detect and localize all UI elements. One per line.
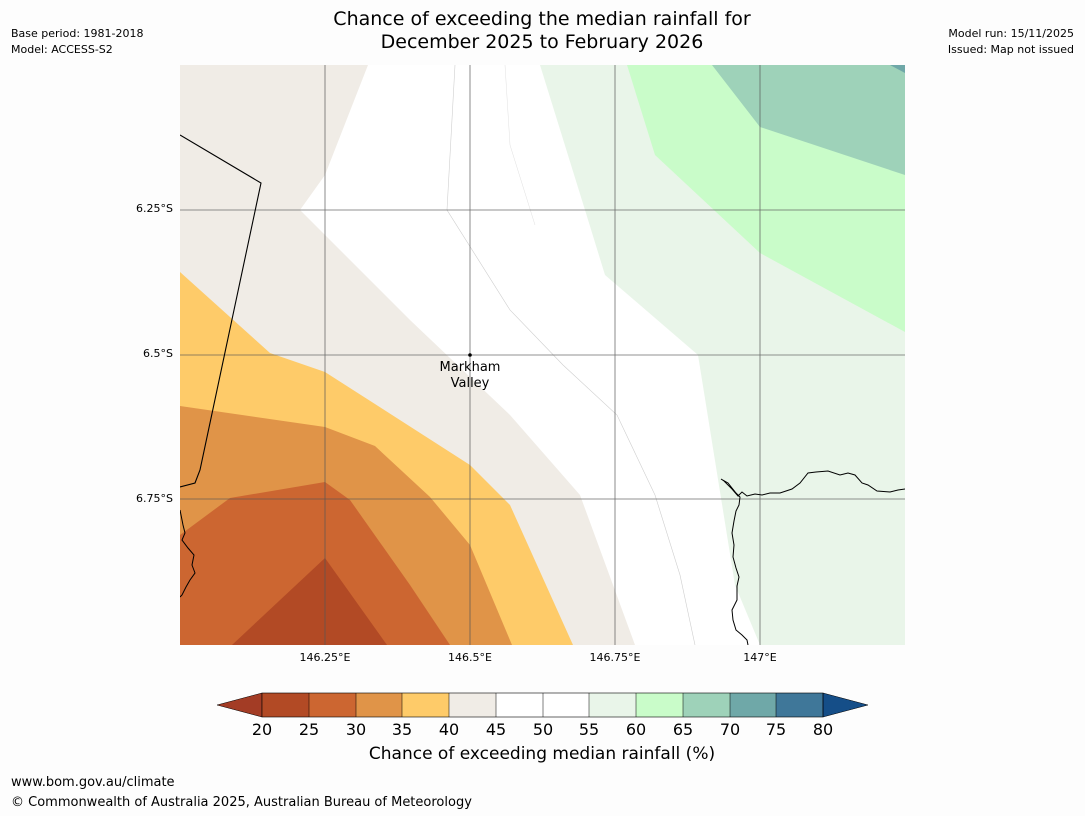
place-name-line-1: Markham <box>439 360 501 375</box>
contour-line <box>504 65 536 226</box>
colorbar-seg-50-55 <box>543 693 589 717</box>
place-name-line-2: Valley <box>450 376 490 391</box>
meta-right: Model run: 15/11/2025 Issued: Map not is… <box>948 26 1074 58</box>
colorbar-tick-35: 35 <box>391 720 413 739</box>
colorbar-tick-60: 60 <box>625 720 647 739</box>
zone-25-30 <box>180 482 450 645</box>
model-name: Model: ACCESS-S2 <box>11 43 113 56</box>
colorbar-tick-75: 75 <box>765 720 787 739</box>
colorbar-tick-80: 80 <box>812 720 834 739</box>
colorbar-seg-40-45 <box>449 693 496 717</box>
meta-left: Base period: 1981-2018 Model: ACCESS-S2 <box>11 26 143 58</box>
colorbar-label: Chance of exceeding median rainfall (%) <box>368 744 716 764</box>
title-line-1: Chance of exceeding the median rainfall … <box>333 8 751 30</box>
colorbar-dividers <box>308 693 777 717</box>
colorbar-tick-40: 40 <box>438 720 460 739</box>
colorbar-extend-low <box>216 692 263 718</box>
lat-label-6-75s: 6.75°S <box>136 492 173 505</box>
lon-label-146-75e: 146.75°E <box>589 651 641 664</box>
base-period: Base period: 1981-2018 <box>11 27 144 40</box>
colorbar-seg-75-80 <box>776 693 823 717</box>
lon-label-146-5e: 146.5°E <box>448 651 492 664</box>
colorbar-extend-high <box>822 692 869 718</box>
title-line-2: December 2025 to February 2026 <box>380 31 704 53</box>
lon-label-146-25e: 146.25°E <box>299 651 351 664</box>
markham-valley-marker <box>468 353 472 357</box>
contour-line <box>446 65 696 645</box>
border-line <box>180 134 262 488</box>
colorbar-seg-25-30 <box>309 693 356 717</box>
colorbar-tick-70: 70 <box>719 720 741 739</box>
place-label-markham-valley: Markham Valley <box>420 360 520 392</box>
colorbar-seg-60-65 <box>636 693 683 717</box>
colorbar-tick-20: 20 <box>251 720 273 739</box>
model-run: Model run: 15/11/2025 <box>948 27 1074 40</box>
colorbar-frame <box>261 692 824 718</box>
coastline-east <box>720 470 905 645</box>
footer-url[interactable]: www.bom.gov.au/climate <box>11 775 175 790</box>
colorbar-tick-25: 25 <box>298 720 320 739</box>
colorbar <box>216 692 869 718</box>
zone-70-75 <box>890 65 905 73</box>
rainfall-map <box>180 65 905 645</box>
issued-status: Issued: Map not issued <box>947 43 1074 56</box>
colorbar-tick-30: 30 <box>345 720 367 739</box>
coastline-west <box>180 509 196 598</box>
colorbar-seg-35-40 <box>402 693 449 717</box>
colorbar-tick-45: 45 <box>485 720 507 739</box>
colorbar-seg-55-60 <box>589 693 636 717</box>
lat-label-6-5s: 6.5°S <box>143 347 173 360</box>
zone-20-25 <box>232 558 387 645</box>
colorbar-seg-65-70 <box>683 693 730 717</box>
colorbar-tick-55: 55 <box>578 720 600 739</box>
colorbar-tick-50: 50 <box>532 720 554 739</box>
colorbar-seg-30-35 <box>356 693 402 717</box>
footer-copyright: © Commonwealth of Australia 2025, Austra… <box>11 795 472 810</box>
colorbar-seg-20-25 <box>262 693 309 717</box>
lat-label-6-25s: 6.25°S <box>136 202 173 215</box>
lon-label-147e: 147°E <box>743 651 777 664</box>
colorbar-tick-65: 65 <box>672 720 694 739</box>
map-title: Chance of exceeding the median rainfall … <box>242 8 842 54</box>
colorbar-seg-45-50 <box>496 693 543 717</box>
colorbar-seg-70-75 <box>730 693 776 717</box>
